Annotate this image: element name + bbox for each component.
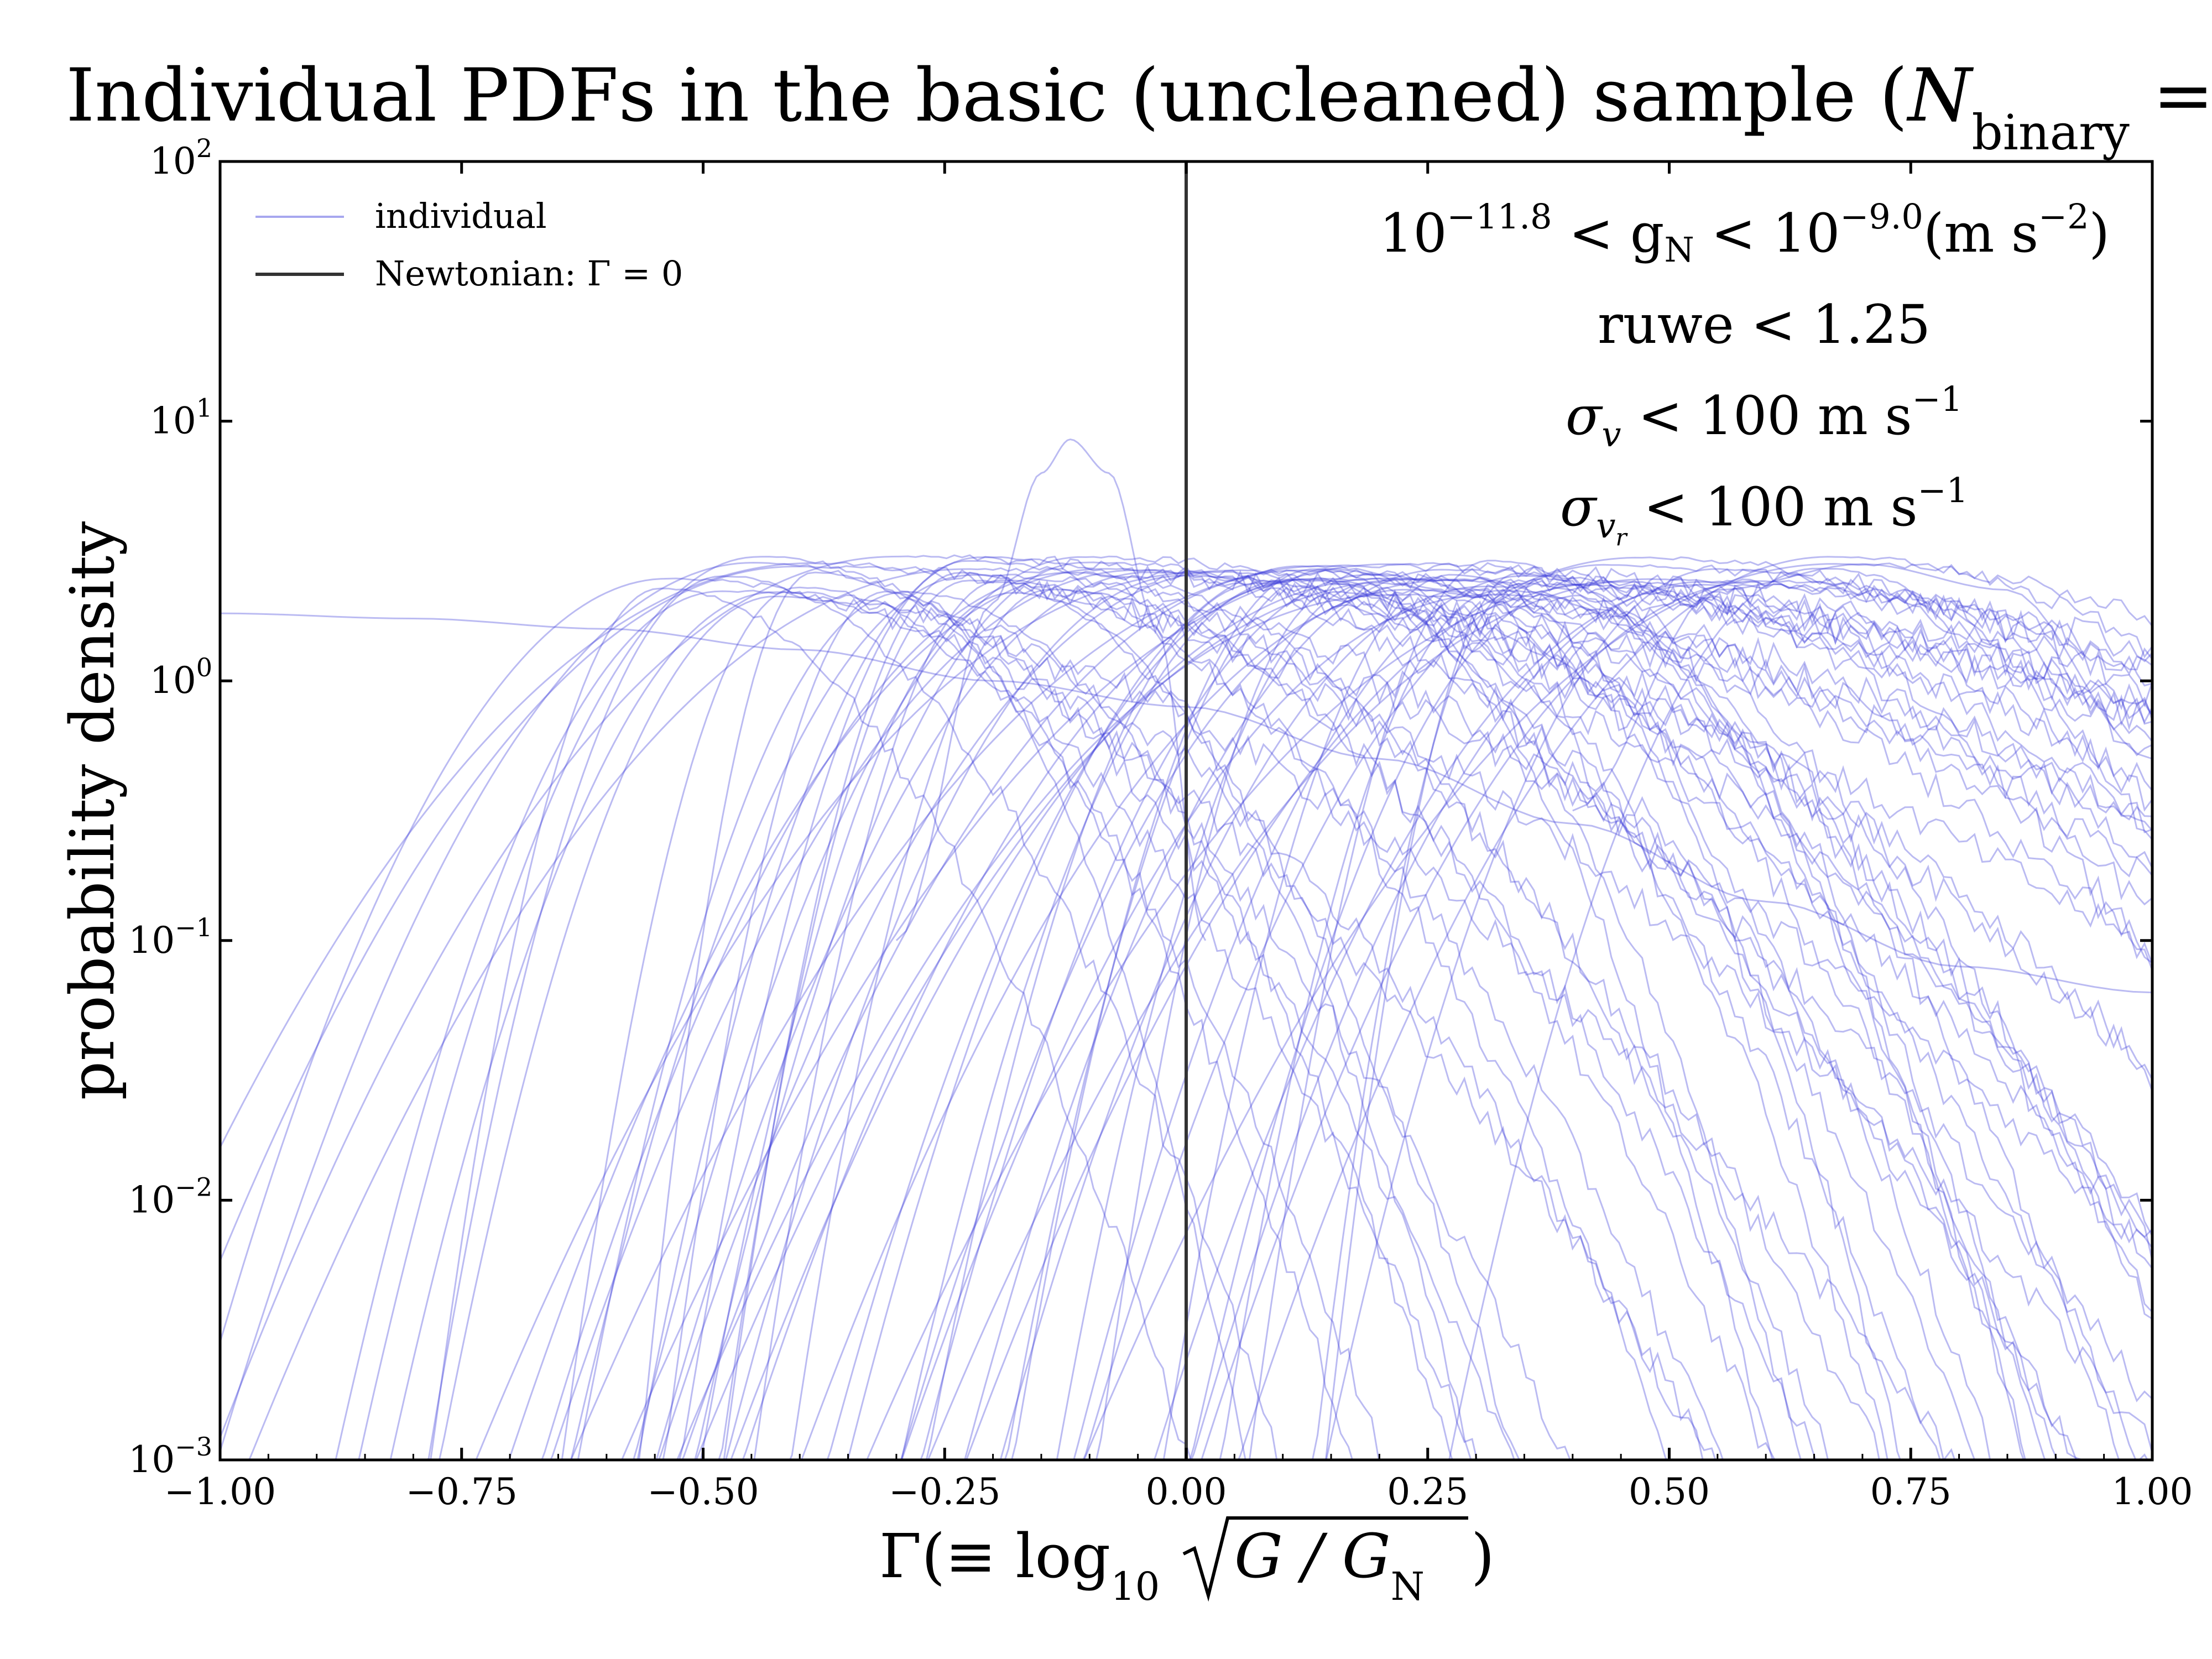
y-axis-label: probability density	[57, 521, 128, 1100]
series-line	[1189, 583, 2152, 1460]
series-line	[1248, 560, 2027, 1460]
y-tick-label: 102	[150, 133, 212, 182]
x-axis-label: Γ(≡ log10 G / GN )	[879, 1516, 1495, 1609]
svg-text:): )	[1471, 1521, 1495, 1592]
series-line-peaked	[895, 438, 1207, 941]
svg-text:G / GN: G / GN	[1234, 1521, 1425, 1609]
y-tick-label: 10−2	[128, 1172, 212, 1221]
annotation-sigma-vr: σvr < 100 m s−1	[1560, 470, 1968, 551]
tick-layer: −1.00 −0.75 −0.50 −0.25 0.00 0.25 0.50 0.75 1.00…	[128, 133, 2193, 1513]
series-line-right	[1572, 563, 2152, 812]
series-line	[1190, 580, 2152, 1460]
legend-label-individual: individual	[375, 196, 547, 236]
x-tick-label: −1.00	[164, 1470, 276, 1513]
series-line	[1324, 572, 2025, 1460]
legend: individual Newtonian: Γ = 0	[255, 196, 683, 294]
series-line	[1311, 582, 2047, 1460]
sqrt-sign-icon	[1182, 1516, 1468, 1602]
x-tick-label: 0.00	[1146, 1470, 1227, 1513]
annotations: 10−11.8 < gN < 10−9.0(m s−2) ruwe < 1.25…	[1379, 196, 2110, 551]
svg-text:Γ(≡ log10: Γ(≡ log10	[879, 1521, 1160, 1609]
annotation-ruwe: ruwe < 1.25	[1598, 294, 1931, 356]
annotation-sigma-v: σv < 100 m s−1	[1566, 379, 1963, 455]
annotation-gn-range: 10−11.8 < gN < 10−9.0(m s−2)	[1379, 196, 2110, 270]
legend-label-newtonian: Newtonian: Γ = 0	[375, 253, 683, 294]
x-tick-label: −0.25	[889, 1470, 1000, 1513]
x-tick-label: −0.75	[406, 1470, 518, 1513]
y-tick-label: 10−1	[128, 912, 212, 962]
x-tick-label: 0.50	[1629, 1470, 1710, 1513]
x-tick-label: 0.75	[1870, 1470, 1952, 1513]
series-line	[1325, 568, 2152, 1460]
series-line	[1200, 580, 2152, 1460]
series-line	[1448, 567, 2152, 1460]
y-tick-label: 100	[150, 653, 212, 702]
series-line	[1219, 589, 2120, 1460]
y-tick-label: 10−3	[128, 1432, 212, 1481]
x-tick-label: 1.00	[2112, 1470, 2193, 1513]
series-line	[1237, 556, 2152, 1460]
y-tick-label: 101	[150, 393, 212, 442]
x-tick-label: 0.25	[1387, 1470, 1468, 1513]
x-tick-label: −0.50	[647, 1470, 759, 1513]
chart-title: Individual PDFs in the basic (uncleaned)…	[66, 53, 2212, 161]
